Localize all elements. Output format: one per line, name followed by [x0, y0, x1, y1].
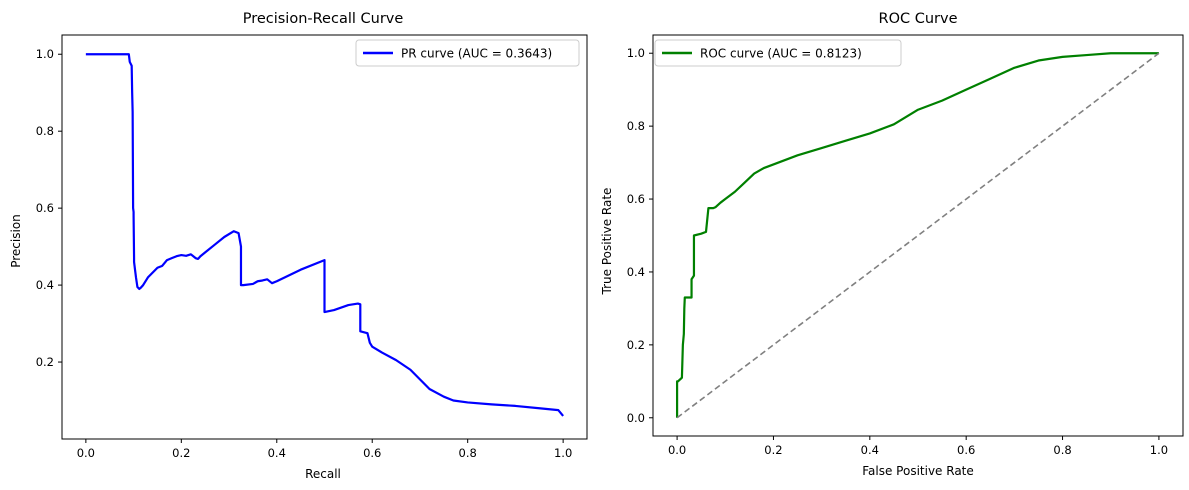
- roc-x-tick-label: 0.4: [861, 443, 879, 457]
- roc-x-tick-label: 1.0: [1150, 443, 1168, 457]
- pr-x-tick-label: 1.0: [554, 446, 572, 460]
- pr-x-tick-label: 0.0: [77, 446, 95, 460]
- pr-y-tick-label: 1.0: [36, 47, 54, 61]
- pr-y-axis-label: Precision: [9, 214, 23, 268]
- roc-x-tick-label: 0.0: [668, 443, 686, 457]
- pr-legend-box: [355, 39, 580, 67]
- pr-chart: Precision-Recall Curve 0.0 0.2 0.4 0.6 0.8 1.…: [9, 11, 588, 481]
- roc-y-tick-label: 0.2: [627, 338, 645, 352]
- roc-y-tick-label: 0.4: [627, 265, 645, 279]
- pr-x-tick-label: 0.2: [172, 446, 190, 460]
- roc-legend-box: [654, 39, 902, 67]
- pr-chart-title: Precision-Recall Curve: [243, 11, 404, 27]
- roc-chart: ROC Curve 0.0 0.2 0.4 0.6 0.8 1.0 0.0 0.2 0.4 0.6…: [600, 11, 1184, 478]
- pr-plot-area: 0.0 0.2 0.4 0.6 0.8 1.0 0.2 0.4 0.6 0.8 1.0: [36, 34, 588, 460]
- pr-x-tick-label: 0.8: [459, 446, 477, 460]
- roc-y-tick-label: 0.6: [627, 192, 645, 206]
- roc-axes-frame: [652, 34, 1184, 437]
- pr-series-line-0: [85, 53, 564, 417]
- pr-y-tick-label: 0.2: [36, 355, 54, 369]
- pr-y-tick-label: 0.4: [36, 278, 54, 292]
- roc-legend-label: ROC curve (AUC = 0.8123): [700, 47, 862, 61]
- roc-chart-title: ROC Curve: [879, 11, 958, 27]
- pr-legend: PR curve (AUC = 0.3643): [355, 39, 580, 67]
- pr-y-tick-label: 0.6: [36, 201, 54, 215]
- roc-x-tick-label: 0.6: [957, 443, 975, 457]
- pr-legend-label: PR curve (AUC = 0.3643): [401, 47, 552, 61]
- pr-axes-frame: [61, 34, 588, 440]
- pr-x-tick-label: 0.6: [363, 446, 381, 460]
- pr-y-tick-label: 0.8: [36, 124, 54, 138]
- roc-x-axis-label: False Positive Rate: [862, 464, 974, 478]
- pr-x-tick-label: 0.4: [268, 446, 286, 460]
- roc-y-tick-label: 0.0: [627, 411, 645, 425]
- roc-x-tick-label: 0.8: [1053, 443, 1071, 457]
- roc-legend: ROC curve (AUC = 0.8123): [654, 39, 902, 67]
- roc-diagonal-reference-line: [676, 52, 1160, 419]
- roc-x-tick-label: 0.2: [764, 443, 782, 457]
- roc-y-tick-label: 0.8: [627, 119, 645, 133]
- roc-y-tick-label: 1.0: [627, 46, 645, 60]
- roc-y-axis-label: True Positive Rate: [600, 188, 614, 296]
- pr-x-axis-label: Recall: [305, 467, 341, 481]
- roc-plot-area: 0.0 0.2 0.4 0.6 0.8 1.0 0.0 0.2 0.4 0.6 0.8 1.0: [627, 34, 1184, 457]
- roc-series-line-0: [675, 52, 1159, 418]
